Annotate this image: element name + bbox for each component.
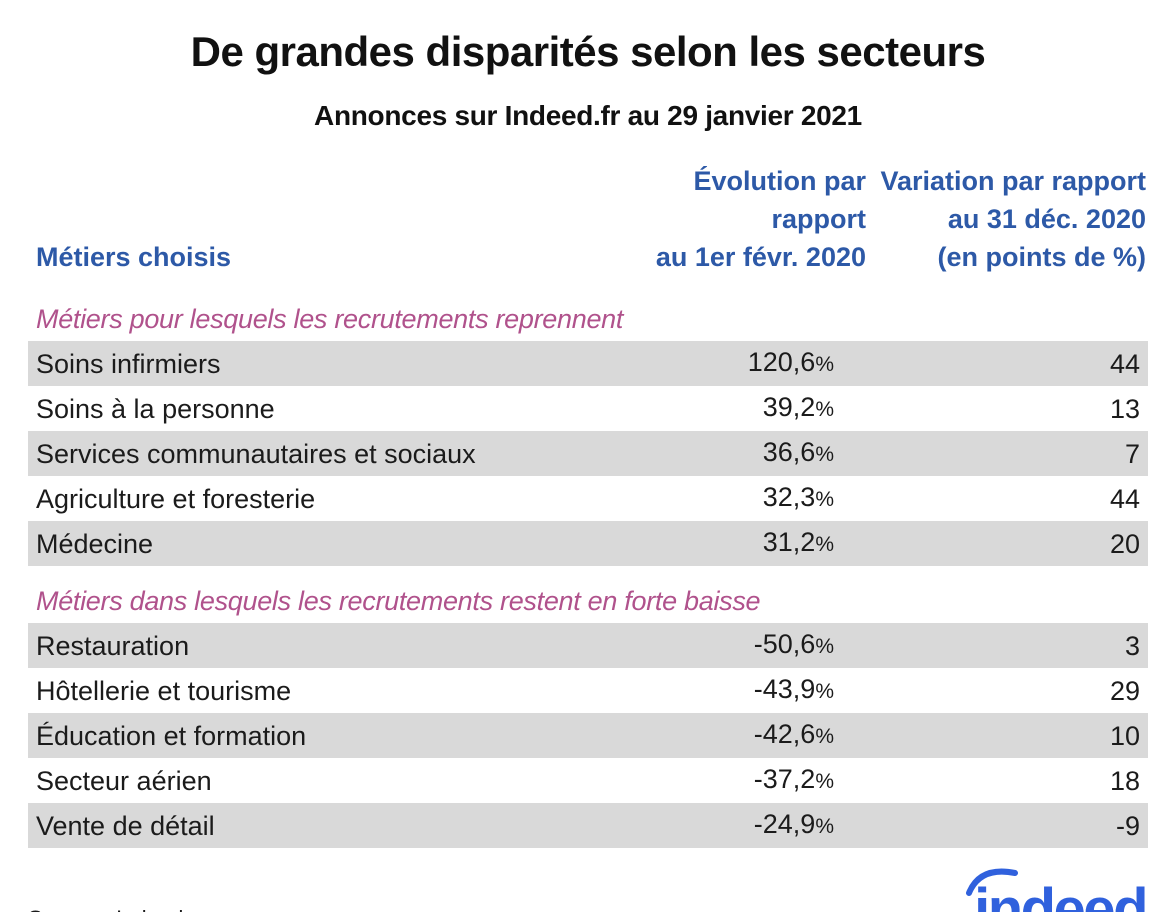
variation-cell: 13 <box>866 386 1148 431</box>
evolution-value: 32,3 <box>762 482 816 512</box>
col-header-metiers: Métiers choisis <box>28 162 588 284</box>
evolution-cell: 120,6% <box>588 341 866 386</box>
metier-cell: Secteur aérien <box>28 758 588 803</box>
table-row: Éducation et formation -42,6% 10 <box>28 713 1148 758</box>
indeed-logo-text: indeed <box>974 877 1148 912</box>
evolution-value: 31,2 <box>762 527 816 557</box>
footer: Source : Indeed indeed <box>28 862 1148 912</box>
evolution-value: -37,2 <box>753 764 816 794</box>
metier-cell: Hôtellerie et tourisme <box>28 668 588 713</box>
variation-cell: 3 <box>866 623 1148 668</box>
percent-symbol: % <box>815 635 834 658</box>
variation-cell: 44 <box>866 476 1148 521</box>
table-row: Restauration -50,6% 3 <box>28 623 1148 668</box>
col-header-evolution-line3: au 1er févr. 2020 <box>655 242 866 272</box>
percent-symbol: % <box>815 353 834 376</box>
percent-symbol: % <box>815 533 834 556</box>
col-header-variation-line1: Variation par rapport <box>880 166 1146 196</box>
table-body: Métiers pour lesquels les recrutements r… <box>28 284 1148 848</box>
evolution-cell: 32,3% <box>588 476 866 521</box>
percent-symbol: % <box>815 398 834 421</box>
table-row: Soins à la personne 39,2% 13 <box>28 386 1148 431</box>
col-header-evolution-line2: rapport <box>771 204 867 234</box>
percent-symbol: % <box>815 488 834 511</box>
section-label: Métiers pour lesquels les recrutements r… <box>36 304 624 334</box>
col-header-variation: Variation par rapport au 31 déc. 2020 (e… <box>866 162 1148 284</box>
metier-cell: Agriculture et foresterie <box>28 476 588 521</box>
evolution-cell: 31,2% <box>588 521 866 566</box>
evolution-cell: 36,6% <box>588 431 866 476</box>
table-row: Médecine 31,2% 20 <box>28 521 1148 566</box>
evolution-value: 120,6 <box>747 347 816 377</box>
percent-symbol: % <box>815 443 834 466</box>
table-header: Métiers choisis Évolution par rapport au… <box>28 162 1148 284</box>
header-row: Métiers choisis Évolution par rapport au… <box>28 162 1148 284</box>
sectors-table: Métiers choisis Évolution par rapport au… <box>28 162 1148 848</box>
page-title: De grandes disparités selon les secteurs <box>190 28 986 75</box>
evolution-cell: -42,6% <box>588 713 866 758</box>
page-subtitle: Annonces sur Indeed.fr au 29 janvier 202… <box>314 100 862 131</box>
evolution-value: -42,6 <box>753 719 816 749</box>
section-header-row: Métiers pour lesquels les recrutements r… <box>28 284 1148 341</box>
evolution-value: -50,6 <box>753 629 816 659</box>
col-header-evolution: Évolution par rapport au 1er févr. 2020 <box>588 162 866 284</box>
metier-cell: Médecine <box>28 521 588 566</box>
table-row: Hôtellerie et tourisme -43,9% 29 <box>28 668 1148 713</box>
variation-cell: 18 <box>866 758 1148 803</box>
col-header-variation-line3: (en points de %) <box>937 242 1147 272</box>
variation-cell: 29 <box>866 668 1148 713</box>
metier-cell: Éducation et formation <box>28 713 588 758</box>
percent-symbol: % <box>815 770 834 793</box>
col-header-variation-line2: au 31 déc. 2020 <box>947 204 1146 234</box>
indeed-logo-arc-icon <box>966 868 1019 896</box>
evolution-cell: -43,9% <box>588 668 866 713</box>
variation-cell: -9 <box>866 803 1148 848</box>
evolution-value: -43,9 <box>753 674 816 704</box>
variation-cell: 44 <box>866 341 1148 386</box>
percent-symbol: % <box>815 680 834 703</box>
evolution-cell: -50,6% <box>588 623 866 668</box>
metier-cell: Vente de détail <box>28 803 588 848</box>
table-row: Agriculture et foresterie 32,3% 44 <box>28 476 1148 521</box>
percent-symbol: % <box>815 815 834 838</box>
variation-cell: 10 <box>866 713 1148 758</box>
variation-cell: 20 <box>866 521 1148 566</box>
evolution-value: 39,2 <box>762 392 816 422</box>
table-row: Services communautaires et sociaux 36,6% 7 <box>28 431 1148 476</box>
metier-cell: Soins infirmiers <box>28 341 588 386</box>
table-row: Soins infirmiers 120,6% 44 <box>28 341 1148 386</box>
table-row: Vente de détail -24,9% -9 <box>28 803 1148 848</box>
section-header-row: Métiers dans lesquels les recrutements r… <box>28 566 1148 623</box>
evolution-cell: -37,2% <box>588 758 866 803</box>
section-label: Métiers dans lesquels les recrutements r… <box>36 586 761 616</box>
indeed-logo: indeed <box>966 862 1148 912</box>
metier-cell: Restauration <box>28 623 588 668</box>
evolution-cell: -24,9% <box>588 803 866 848</box>
percent-symbol: % <box>815 725 834 748</box>
table-row: Secteur aérien -37,2% 18 <box>28 758 1148 803</box>
metier-cell: Soins à la personne <box>28 386 588 431</box>
variation-cell: 7 <box>866 431 1148 476</box>
source-note: Source : Indeed <box>28 906 183 912</box>
metier-cell: Services communautaires et sociaux <box>28 431 588 476</box>
col-header-metiers-label: Métiers choisis <box>36 242 232 272</box>
evolution-value: 36,6 <box>762 437 816 467</box>
col-header-evolution-line1: Évolution par <box>693 166 866 196</box>
evolution-value: -24,9 <box>753 809 816 839</box>
evolution-cell: 39,2% <box>588 386 866 431</box>
